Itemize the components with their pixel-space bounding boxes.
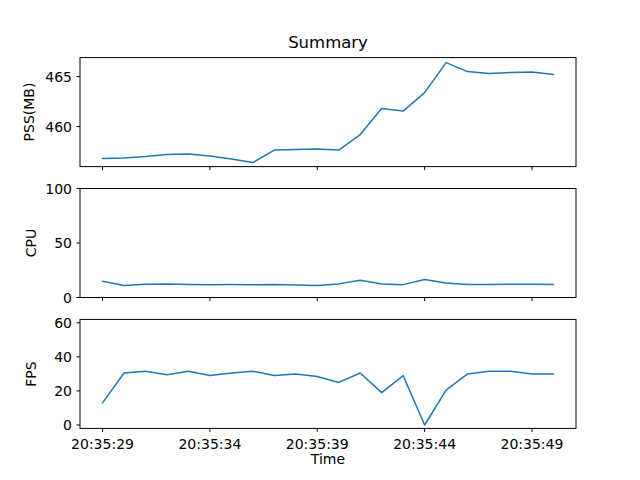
axes-frame [80,319,576,428]
figure: Summary PSS(MB) CPU FPS Time 46546010050… [0,0,640,480]
y-tick-label: 100 [0,181,72,197]
y-tick-label: 60 [0,315,72,331]
y-tick-label: 465 [0,69,72,85]
series-line-pssmb [103,63,554,163]
x-axis-label: Time [80,451,576,467]
plot-canvas [0,0,640,480]
chart-title: Summary [80,34,576,52]
y-tick-label: 20 [0,383,72,399]
y-tick-label: 40 [0,349,72,365]
y-tick-label: 50 [0,235,72,251]
x-tick-label: 20:35:39 [272,436,362,452]
y-tick-label: 0 [0,290,72,306]
x-tick-label: 20:35:29 [58,436,148,452]
y-tick-label: 460 [0,119,72,135]
x-tick-label: 20:35:49 [487,436,577,452]
series-line-cpu [103,280,554,286]
y-tick-label: 0 [0,417,72,433]
x-tick-label: 20:35:44 [380,436,470,452]
series-line-fps [103,371,554,425]
x-tick-label: 20:35:34 [165,436,255,452]
axes-frame [80,189,576,298]
